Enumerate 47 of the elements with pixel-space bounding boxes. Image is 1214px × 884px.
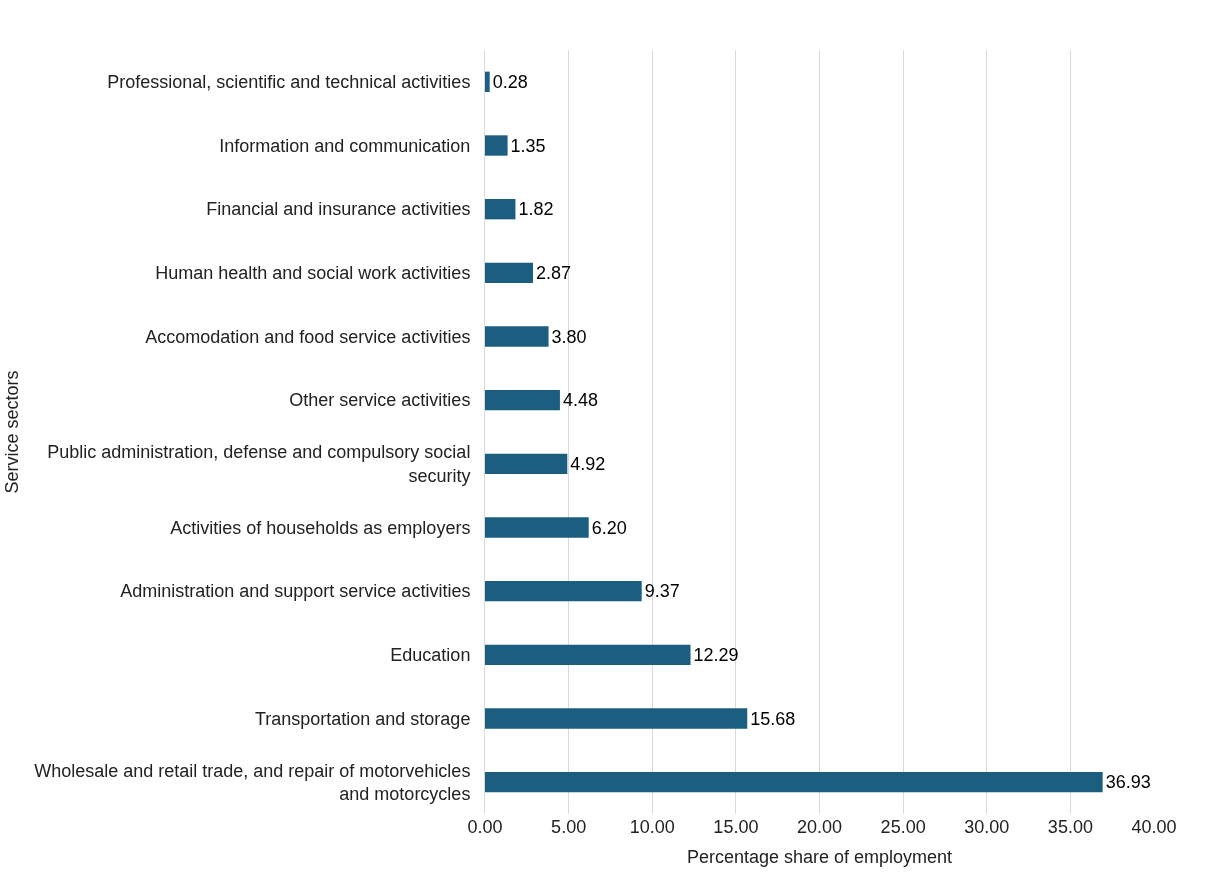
y-tick-label: Human health and social work activities xyxy=(155,263,471,284)
bar xyxy=(485,580,642,602)
y-tick-label: Transportation and storage xyxy=(254,708,471,729)
y-tick-label: Other service activities xyxy=(289,390,471,411)
y-tick-label: Wholesale and retail trade, and repair of motorvehicles and motorcycles xyxy=(34,760,471,805)
x-tick-label: 30.00 xyxy=(964,817,1010,837)
bar xyxy=(485,517,589,538)
data-label: 6.20 xyxy=(591,517,627,538)
y-tick-label: Activities of households as employers xyxy=(170,517,471,538)
data-label: 36.93 xyxy=(1105,772,1151,793)
data-label: 4.92 xyxy=(570,453,606,474)
bar xyxy=(485,262,533,284)
x-tick-label: 25.00 xyxy=(880,817,926,837)
bar xyxy=(485,453,568,475)
x-tick-label: 40.00 xyxy=(1131,817,1177,837)
bar xyxy=(485,644,691,666)
y-tick-label: Professional, scientific and technical activities xyxy=(107,72,471,93)
data-label: 0.28 xyxy=(492,71,528,92)
data-label: 1.35 xyxy=(510,135,546,156)
x-tick-label: 5.00 xyxy=(551,817,587,837)
y-axis-title: Service sectors xyxy=(2,370,23,494)
data-label: 9.37 xyxy=(644,581,680,602)
y-tick-label: Administration and support service activities xyxy=(120,581,471,602)
x-tick-label: 20.00 xyxy=(796,817,843,837)
x-tick-label: 15.00 xyxy=(713,817,759,837)
y-tick-label: Financial and insurance activities xyxy=(206,199,471,220)
data-label: 12.29 xyxy=(693,644,739,665)
y-tick-label: Education xyxy=(390,645,471,666)
y-tick-label: Accomodation and food service activities xyxy=(145,326,471,347)
y-tick-label: Public administration, defense and compulsory social security xyxy=(47,442,471,486)
data-label: 4.48 xyxy=(562,390,598,411)
data-label: 1.82 xyxy=(518,199,554,220)
bar xyxy=(485,389,560,411)
bar xyxy=(485,71,490,93)
y-tick-label: Information and communication xyxy=(219,135,471,156)
bar xyxy=(485,198,516,220)
x-tick-label: 35.00 xyxy=(1047,817,1093,837)
data-label: 15.68 xyxy=(750,708,796,729)
data-label: 2.87 xyxy=(536,262,572,283)
bar xyxy=(485,771,1103,793)
x-tick-label: 0.00 xyxy=(467,817,503,837)
data-label: 3.80 xyxy=(551,326,587,347)
x-axis-title: Percentage share of employment xyxy=(686,847,953,868)
bar xyxy=(485,135,508,156)
bar xyxy=(485,708,748,729)
bar xyxy=(485,326,549,347)
x-tick-label: 10.00 xyxy=(629,817,675,837)
